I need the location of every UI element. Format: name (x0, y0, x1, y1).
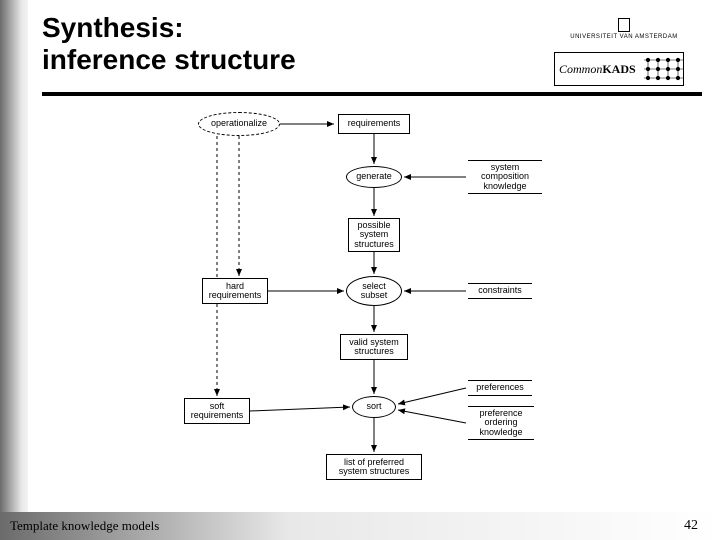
node-sort: sort (352, 396, 396, 418)
university-name: UNIVERSITEIT VAN AMSTERDAM (564, 34, 684, 40)
header-rule (42, 92, 702, 96)
node-select_subset: selectsubset (346, 276, 402, 306)
slide-content: Synthesis: inference structure UNIVERSIT… (28, 0, 720, 540)
commonkads-logo: CommonKADS (554, 52, 684, 86)
node-pref_ordering_knowledge: preferenceorderingknowledge (468, 406, 534, 440)
shield-icon (618, 18, 630, 32)
commonkads-text: CommonKADS (559, 60, 636, 78)
node-sys_comp_knowledge: systemcompositionknowledge (468, 160, 542, 194)
grid-icon (642, 56, 686, 82)
node-valid_sys_struct: valid systemstructures (340, 334, 408, 360)
inference-diagram: operationalize requirements generate system… (148, 108, 608, 500)
node-generate: generate (346, 166, 402, 188)
node-operationalize: operationalize (198, 112, 280, 136)
node-constraints: constraints (468, 283, 532, 299)
slide-footer: Template knowledge models (0, 512, 720, 540)
footer-text: Template knowledge models (10, 518, 159, 534)
university-logo: UNIVERSITEIT VAN AMSTERDAM (564, 18, 684, 40)
node-soft_requirements: softrequirements (184, 398, 250, 424)
page-number: 42 (684, 518, 698, 534)
node-requirements: requirements (338, 114, 410, 134)
node-possible_sys_struct: possiblesystemstructures (348, 218, 400, 252)
node-hard_requirements: hardrequirements (202, 278, 268, 304)
node-preferences: preferences (468, 380, 532, 396)
node-list_preferred: list of preferredsystem structures (326, 454, 422, 480)
